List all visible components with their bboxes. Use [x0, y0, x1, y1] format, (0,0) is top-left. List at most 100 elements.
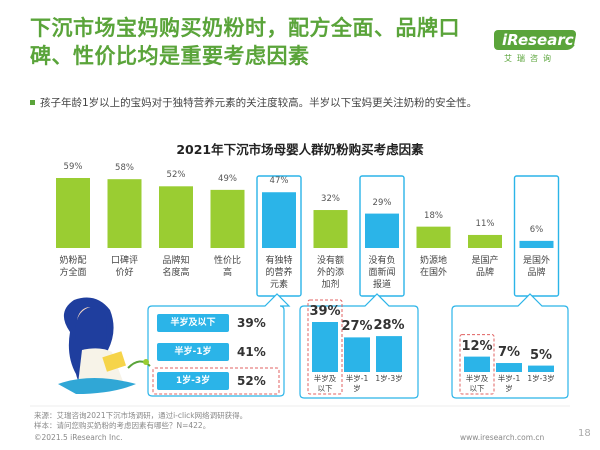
bar-value-label: 18%: [424, 210, 443, 221]
bar-category-label: 口碑评: [110, 256, 138, 266]
bar: [210, 189, 245, 248]
mini-bar-category: 半岁及: [465, 374, 489, 383]
skirt-shape: [58, 378, 136, 394]
bar: [107, 179, 142, 248]
bar-category-label: 在国外: [419, 268, 447, 278]
mini-highlight-ring: [307, 299, 343, 395]
mini-bar: [376, 336, 402, 372]
bar-category-label: 品牌知: [162, 256, 190, 266]
bar-category-label: 有独特: [265, 256, 293, 266]
bar: [365, 213, 399, 248]
nutrition-value: 52%: [237, 374, 266, 388]
mini-bar-category: 1岁-3岁: [527, 374, 555, 383]
bar: [262, 192, 296, 248]
bar-category-label: 是国外: [522, 256, 550, 266]
bar-category-label: 奶源地: [419, 256, 447, 266]
mini-bar: [496, 363, 522, 372]
footer-copyright: ©2021.5 iResearch Inc.: [34, 433, 123, 442]
mini-bar-value: 27%: [341, 319, 373, 335]
age-pill: 半岁及以下: [157, 314, 229, 332]
bar-category-label: 面新闻: [368, 268, 396, 278]
bar-value-label: 29%: [372, 197, 392, 208]
mother-reading-illustration: [58, 297, 151, 394]
leaf-dot-shape: [143, 359, 149, 365]
bar-category-label: 没有额: [316, 256, 344, 266]
bar-category-label: 品牌: [475, 268, 494, 278]
bar-value-label: 52%: [166, 170, 186, 181]
highlight-frame: [513, 175, 560, 297]
mini-bar-category: 岁: [353, 384, 361, 393]
mini-bar-category: 以下: [469, 384, 485, 393]
bar: [519, 240, 554, 248]
mini-bar-category: 以下: [317, 384, 333, 393]
chart-title: 2021年下沉市场母婴人群奶粉购买考虑因素: [176, 142, 424, 157]
nutrition-value: 41%: [237, 345, 266, 359]
logo-cn-text: 艾瑞咨询: [504, 54, 556, 63]
mini-bar-value: 28%: [373, 318, 405, 334]
bar: [159, 186, 193, 248]
nutrition-row: 1岁-3岁 52%: [157, 370, 275, 392]
footer-url: www.iresearch.com.cn: [460, 433, 545, 442]
bar-category-label: 元素: [269, 280, 288, 290]
logo-badge: [494, 30, 576, 50]
mini-bar: [344, 337, 370, 372]
bar-category-label: 是国产: [471, 256, 499, 266]
nutrition-row: 半岁-1岁 41%: [157, 341, 275, 363]
mini-bar-category: 半岁及: [313, 374, 337, 383]
subhead-bullet-icon: [30, 100, 35, 105]
bar-category-label: 的营养: [265, 268, 293, 278]
page-number: 18: [578, 428, 591, 439]
bar-category-label: 外的添: [316, 268, 344, 278]
nutrition-value: 39%: [237, 316, 266, 330]
bar: [56, 178, 90, 248]
bar-value-label: 6%: [529, 224, 544, 235]
bar: [468, 234, 502, 248]
leaf-shape: [127, 360, 151, 369]
age-pill: 半岁-1岁: [157, 343, 229, 361]
bar-value-label: 32%: [321, 194, 340, 205]
mini-bar: [464, 356, 490, 372]
mini-bar-value: 39%: [309, 304, 341, 319]
bar-category-label: 报道: [372, 280, 391, 290]
bar-value-label: 59%: [63, 162, 83, 172]
bar-category-label: 没有负: [368, 256, 396, 266]
bar-category-label: 奶粉配: [59, 256, 87, 266]
highlight-ring: [152, 367, 280, 395]
bar-category-label: 方全面: [59, 268, 87, 278]
bar-category-label: 高: [222, 268, 232, 278]
page-headline: 下沉市场宝妈购买奶粉时，配方全面、品牌口碑、性价比均是重要考虑因素: [30, 16, 460, 68]
bar-value-label: 49%: [218, 173, 237, 184]
bar-category-label: 性价比: [213, 256, 241, 266]
footer-source-line: 来源：艾瑞咨询2021下沉市场调研，通过i-click网络调研获得。: [34, 411, 248, 420]
age-pill: 1岁-3岁: [157, 372, 229, 390]
bar-category-label: 加剂: [321, 280, 340, 290]
highlight-frame: [359, 175, 405, 297]
mini-bar-category: 半岁-1: [345, 374, 369, 383]
book-shape: [102, 351, 126, 372]
logo-text: iResearch: [502, 31, 585, 49]
hair-fringe-shape: [75, 306, 107, 340]
bar-category-label: 品牌: [527, 268, 546, 278]
mini-highlight-ring: [459, 334, 495, 395]
mini-bar-category: 岁: [505, 384, 513, 393]
mini-bar: [312, 322, 338, 372]
bar-category-label: 价好: [115, 268, 134, 278]
mini-bar: [528, 365, 554, 372]
footer-source: 来源：艾瑞咨询2021下沉市场调研，通过i-click网络调研获得。 样本：请问…: [34, 411, 247, 431]
mini-bar-value: 5%: [529, 347, 553, 363]
mini-bar-value: 12%: [461, 338, 493, 354]
subhead-text: 孩子年龄1岁以上的宝妈对于独特营养元素的关注度较高。半岁以下宝妈更关注奶粉的安全…: [40, 97, 478, 109]
mini-bar-category: 1岁-3岁: [375, 374, 403, 383]
bar-category-label: 名度高: [162, 268, 190, 278]
nutrition-row: 半岁及以下 39%: [157, 312, 275, 334]
bar-value-label: 58%: [115, 163, 134, 174]
mini-bar-value: 7%: [497, 345, 521, 361]
bar-value-label: 11%: [475, 218, 495, 229]
bar: [313, 210, 348, 248]
bar: [416, 226, 451, 248]
iresearch-logo: iResearch 艾瑞咨询: [494, 30, 584, 66]
mini-bar-category: 半岁-1: [497, 374, 521, 383]
footer-sample-line: 样本：请问您购买奶粉的考虑因素有哪些？N=422。: [34, 421, 211, 430]
bar-value-label: 47%: [269, 176, 289, 187]
